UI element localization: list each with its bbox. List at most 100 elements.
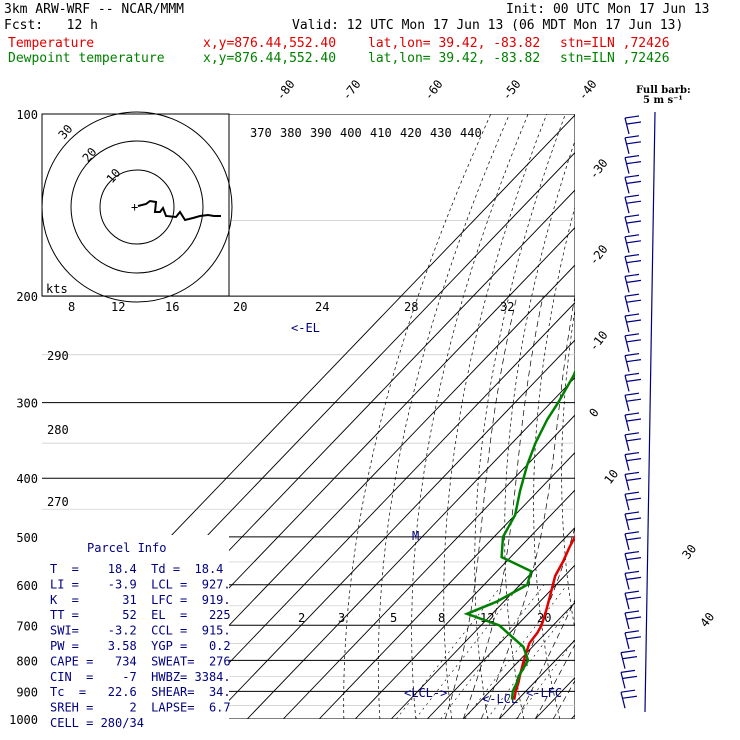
isotherm--10 <box>390 526 575 719</box>
wind-barb <box>624 216 630 234</box>
wind-barb-flag <box>624 531 640 535</box>
isotherm--80 <box>138 264 575 719</box>
dry-adiabat-380 <box>713 114 740 719</box>
wind-barb-flag <box>626 497 642 501</box>
dry-adiabat-300 <box>504 139 575 719</box>
dry-adiabat-370 <box>690 114 740 719</box>
isotherm-label--40: -40 <box>575 77 599 103</box>
isotherm-label--30: -30 <box>586 156 610 182</box>
isotherm-label-40: 40 <box>697 610 717 630</box>
dewpoint-xy: x,y=876.44,552.40 <box>203 51 337 66</box>
wind-barb-flag <box>626 141 642 145</box>
height-label-32: 32 <box>500 300 514 314</box>
wind-barb <box>624 296 630 313</box>
mixing-ratio-label-5: 5 <box>390 611 397 625</box>
dry-adiabat-280 <box>443 114 548 719</box>
wind-barb <box>624 533 630 550</box>
parcel-info-row: LI = -3.9 LCL = 927. <box>50 577 231 591</box>
height-label-28: 28 <box>404 300 418 314</box>
temperature-profile <box>512 533 575 700</box>
isotherm--70 <box>174 301 575 719</box>
wind-barb-flag <box>624 313 640 317</box>
wind-barb <box>624 513 630 531</box>
dry-adiabat-310 <box>533 205 575 719</box>
dry-adiabat-250 <box>343 114 492 719</box>
wind-barb-flag <box>626 161 642 165</box>
hodograph-ring-30 <box>41 111 233 303</box>
parcel-info-row: CAPE = 734 SWEAT= 276 <box>50 654 231 668</box>
mixing-ratio-line-5 <box>440 584 545 719</box>
wind-barb-flag <box>626 576 642 580</box>
dry-adiabat-290 <box>474 114 566 719</box>
wind-barb-flag <box>624 590 640 594</box>
moist-adiabat-10 <box>462 296 544 719</box>
wind-barb <box>624 573 630 590</box>
pressure-label-700: 700 <box>16 619 38 633</box>
wind-barb-flag <box>620 689 636 693</box>
parcel-info-row: TT = 52 EL = 225 <box>50 608 231 622</box>
isotherm--30 <box>318 451 575 719</box>
isotherm-label--50: -50 <box>499 77 523 103</box>
dry-adiabat-320 <box>561 307 575 632</box>
hodograph-trace <box>137 199 221 222</box>
wind-barb-flag <box>624 194 640 198</box>
wind-barb <box>624 137 630 154</box>
wind-barb-flag <box>624 392 640 396</box>
isotherm-0 <box>426 564 575 719</box>
parcel-info-row: PW = 3.58 YGP = 0.2 <box>50 639 231 653</box>
forecast-hour: Fcst: 12 h <box>4 18 98 33</box>
parcel-info-row: SWI= -3.2 CCL = 915. <box>50 624 231 638</box>
wind-barb-flag <box>624 570 640 574</box>
wind-barb-flag <box>626 279 642 283</box>
wind-barb-flag <box>624 353 640 357</box>
parcel-info-row: SREH = 2 LAPSE= 6.7 <box>50 701 231 715</box>
wind-barb <box>620 692 626 709</box>
height-mb-label-280: 280 <box>47 423 69 437</box>
wind-barb-flag <box>626 180 642 184</box>
wind-barb-flag <box>626 438 642 442</box>
mixing-ratio-line-20 <box>515 638 575 719</box>
theta-e-label-400: 400 <box>340 126 362 140</box>
el-marker: <-EL <box>291 321 320 335</box>
dry-adiabat-340 <box>615 114 668 719</box>
barb-legend-title: Full barb: <box>636 85 691 96</box>
wind-barb-flag <box>624 471 640 475</box>
wind-barb-flag <box>626 339 642 343</box>
dewpoint-legend: Dewpoint temperature <box>8 51 165 66</box>
barb-staff-line <box>644 111 656 713</box>
wind-barb <box>624 236 630 253</box>
theta-e-label-430: 430 <box>430 126 452 140</box>
wind-barb-flag <box>620 669 636 673</box>
wind-barb-flag <box>626 477 642 481</box>
wind-barb <box>624 197 630 214</box>
wind-barb <box>624 395 630 412</box>
wind-barb <box>624 474 630 491</box>
hodograph-units: kts <box>46 282 68 296</box>
isotherm-10 <box>462 601 575 719</box>
temperature-latlon: lat,lon= 39.42, -83.82 <box>368 36 541 51</box>
wind-barb <box>624 434 630 451</box>
wind-barb <box>624 553 630 570</box>
hodograph-ring-10 <box>99 169 175 245</box>
temperature-xy: x,y=876.44,552.40 <box>203 36 337 51</box>
wind-barb <box>624 454 630 471</box>
height-label-8: 8 <box>68 300 75 314</box>
moist-adiabat-35 <box>552 679 575 719</box>
wind-barb <box>624 414 630 432</box>
mixing-ratio-line-8 <box>464 584 568 719</box>
pressure-label-300: 300 <box>16 397 38 411</box>
pressure-label-400: 400 <box>16 472 38 486</box>
wind-barb-flag <box>626 596 642 600</box>
wind-barb-flag <box>624 630 640 634</box>
wind-barb-flag <box>624 491 640 495</box>
wind-barb-flag <box>626 319 642 323</box>
hodograph-box <box>41 113 230 297</box>
theta-e-label-390: 390 <box>310 126 332 140</box>
dry-adiabat-360 <box>666 114 740 719</box>
parcel-info-row: K = 31 LFC = 919. <box>50 593 231 607</box>
dry-adiabat-390 <box>736 114 740 719</box>
wind-barb <box>624 256 630 273</box>
wind-barb-flag <box>624 214 640 218</box>
wind-barb-flag <box>626 418 642 422</box>
